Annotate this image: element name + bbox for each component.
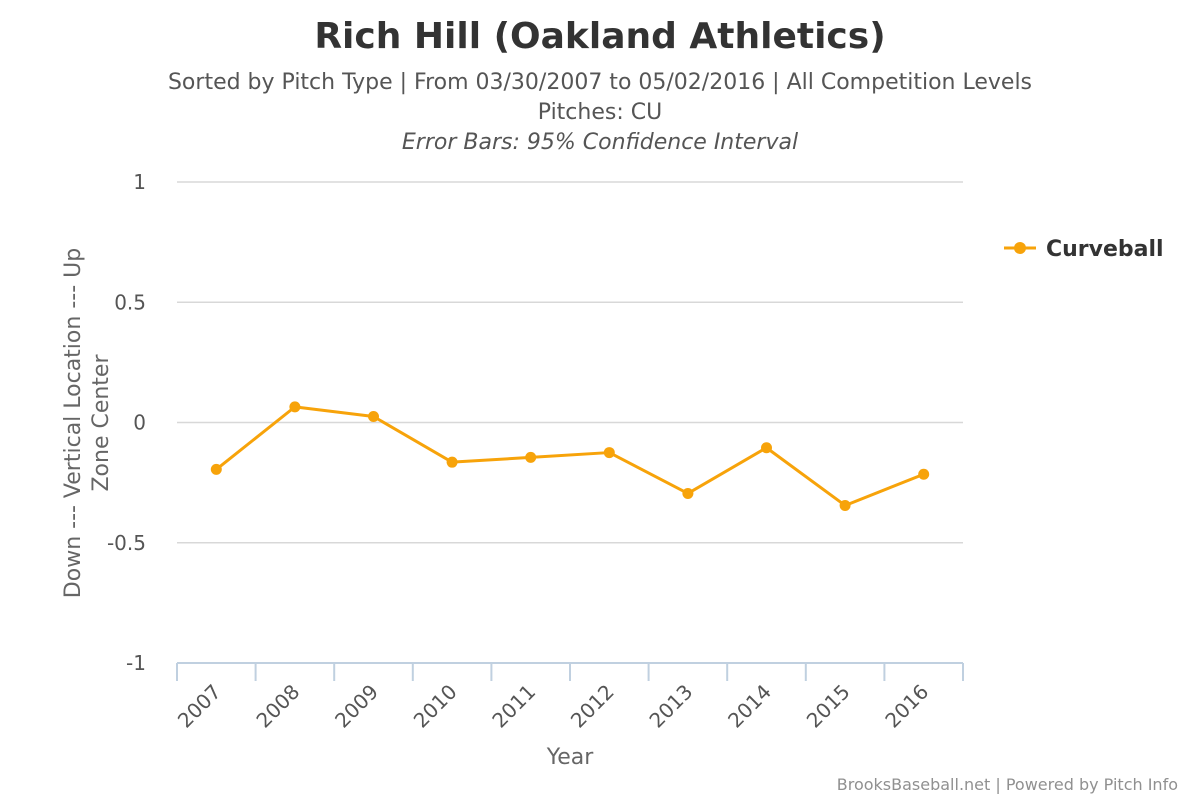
data-point[interactable] [446,456,458,468]
data-point[interactable] [289,401,301,413]
y-tick-label: 0.5 [114,290,146,314]
legend-item-curveball[interactable]: Curveball [1046,237,1164,262]
x-tick-label: 2007 [173,680,226,733]
x-tick-label: 2013 [644,680,697,733]
data-point[interactable] [603,447,615,459]
x-tick-label: 2012 [566,680,619,733]
chart-title: Rich Hill (Oakland Athletics) [314,16,885,57]
chart-subtitle-error-bars: Error Bars: 95% Confidence Interval [402,130,798,155]
x-tick-label: 2014 [723,680,776,733]
data-point[interactable] [210,463,222,475]
x-tick-label: 2015 [802,680,855,733]
y-axis-title: Down --- Vertical Location --- Up [61,248,86,598]
data-point[interactable] [918,468,930,480]
y-tick-label: 0 [133,411,146,435]
series-line-curveball [215,405,925,507]
y-axis-subtitle: Zone Center [89,354,114,492]
x-axis-title: Year [546,745,595,770]
legend-marker-curveball [1014,242,1026,254]
y-tick-label: 1 [133,170,146,194]
x-tick-label: 2010 [409,680,462,733]
chart-subtitle-pitches: Pitches: CU [538,100,662,125]
x-tick-label: 2011 [487,680,540,733]
x-tick-label: 2016 [880,680,933,733]
data-point[interactable] [682,487,694,499]
data-point[interactable] [525,451,537,463]
chart-subtitle: Sorted by Pitch Type | From 03/30/2007 t… [168,70,1032,95]
legend: Curveball [1004,237,1164,262]
data-point[interactable] [761,442,772,454]
x-axis-ticks: 2007 2008 2009 2010 2011 2012 2013 2014 2015 2016 [173,663,964,733]
x-tick-label: 2008 [251,680,304,733]
series-layer [210,401,930,511]
y-tick-label: -0.5 [107,531,146,555]
y-axis-ticks: 1 0.5 0 -0.5 -1 [107,170,146,675]
credits[interactable]: BrooksBaseball.net | Powered by Pitch In… [837,775,1178,794]
y-tick-label: -1 [126,651,146,675]
x-tick-label: 2009 [330,680,383,733]
data-point[interactable] [368,410,379,422]
data-point[interactable] [839,499,851,511]
grid-lines [177,181,963,544]
